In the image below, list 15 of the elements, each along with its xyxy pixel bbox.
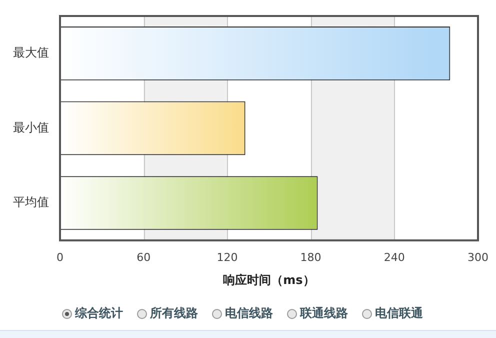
y-tick-label: 最大值: [13, 46, 49, 60]
x-axis-title: 响应时间（ms）: [223, 272, 315, 287]
x-tick-label: 180: [300, 250, 322, 264]
text: 电信联通: [375, 305, 423, 322]
x-tick-label: 300: [468, 250, 488, 264]
x-tick-label: 240: [384, 250, 405, 264]
y-tick-label: 最小值: [13, 120, 49, 134]
x-tick-label: 0: [56, 250, 64, 264]
y-tick-label: 平均值: [13, 195, 49, 210]
text: 电信线路: [225, 305, 273, 322]
x-tick-label: 60: [136, 250, 151, 264]
text: 综合统计: [75, 305, 123, 322]
x-tick-label: 120: [216, 250, 238, 264]
text: 联通线路: [300, 305, 348, 322]
text: 所有线路: [150, 305, 198, 322]
